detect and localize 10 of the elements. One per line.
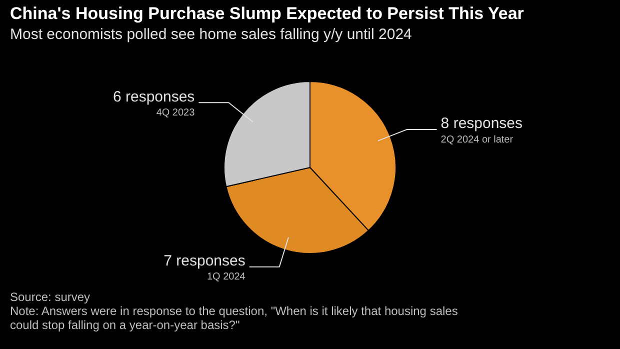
slice-label: 4Q 2023 — [156, 107, 196, 118]
source-note: Source: survey — [10, 290, 92, 304]
text: Note: Answers were in response to the question, "When is it likely that housing sales could stop falling on a year-on-year basis?" — [10, 304, 459, 332]
slice-label: 2Q 2024 or later — [440, 134, 514, 146]
data-label: 8 responses — [440, 115, 523, 132]
slice-label: 1Q 2024 — [206, 272, 246, 283]
data-label: 7 responses — [164, 252, 246, 270]
data-label: 6 responses — [112, 88, 195, 106]
chart-subtitle: Most economists polled see home sales falling y/y until 2024 — [10, 26, 412, 43]
chart-title: China's Housing Purchase Slump Expected to Persist This Year — [10, 4, 524, 24]
